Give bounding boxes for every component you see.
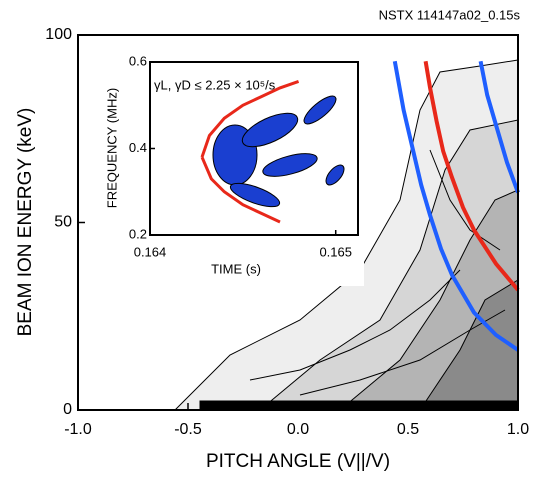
- x-tick-label: 0.5: [397, 421, 419, 438]
- blob: [229, 182, 281, 208]
- y-tick-label: 50: [54, 214, 72, 231]
- y-axis-label: FREQUENCY (MHz): [104, 88, 119, 208]
- curve: [200, 80, 300, 158]
- y-axis-label: BEAM ION ENERGY (keV): [15, 108, 36, 337]
- inset-background: [96, 44, 364, 286]
- y-tick-label: 0.2: [129, 226, 147, 241]
- contour-line: [249, 269, 461, 381]
- chart-title: γL, γD ≤ 2.25 × 10⁵/s: [154, 77, 276, 92]
- curve: [392, 60, 520, 352]
- x-tick-label: 0.0: [287, 421, 309, 438]
- y-tick-label: 0: [63, 401, 72, 418]
- y-tick-label: 100: [45, 26, 72, 43]
- contour-line: [429, 149, 501, 251]
- curve: [423, 60, 520, 292]
- contour-field: [173, 59, 519, 411]
- blob: [303, 95, 337, 125]
- x-tick-label: -0.5: [174, 421, 202, 438]
- y-tick-label: 0.6: [129, 53, 147, 68]
- contour-line: [299, 309, 506, 396]
- chart-title: NSTX 114147a02_0.15s: [379, 7, 521, 22]
- x-tick-label: 1.0: [507, 421, 529, 438]
- curve: [478, 60, 520, 194]
- spectrogram: [212, 95, 345, 208]
- x-tick-label: 0.164: [134, 244, 167, 259]
- main-plot: -1.0 -0.5 0.0 0.5 1.0 0 50 100 NSTX 114147a02_0.…: [15, 7, 529, 472]
- x-axis-label: TIME (s): [211, 261, 261, 276]
- inset-plot: 0.164 0.165 0.2 0.4 0.6 γL, γD ≤ 2.25 × 10⁵/s…: [104, 53, 359, 276]
- curve: [200, 156, 281, 224]
- dense-band: [199, 400, 519, 411]
- blob: [262, 153, 318, 177]
- x-tick-label: -1.0: [64, 421, 92, 438]
- x-axis-label: PITCH ANGLE (V||/V): [206, 451, 390, 472]
- blob: [325, 164, 345, 186]
- x-tick-label: 0.165: [319, 244, 352, 259]
- y-tick-label: 0.4: [129, 140, 147, 155]
- blob: [241, 112, 299, 148]
